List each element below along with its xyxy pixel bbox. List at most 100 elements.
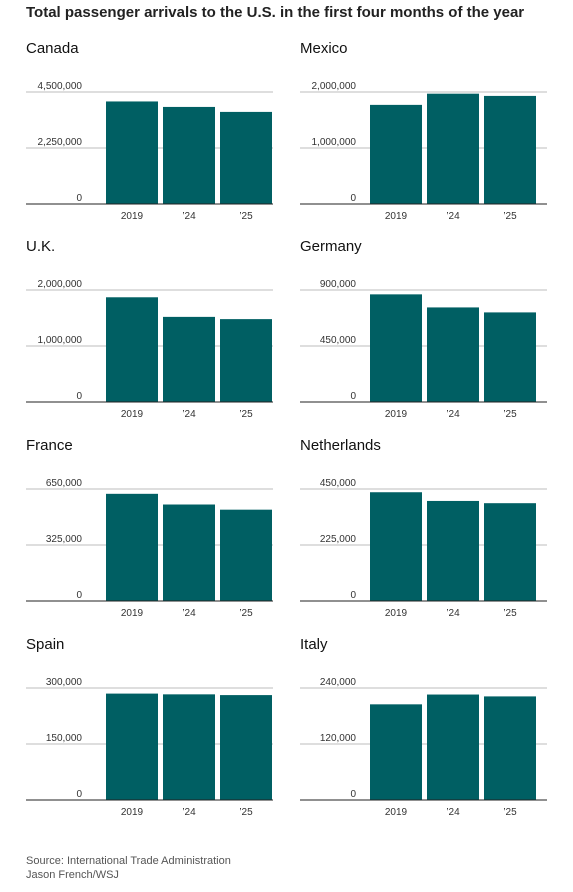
x-tick-label: 2019 [121, 608, 144, 619]
bar-chart: 0 225,000 450,000 2019 ’24 ’25 [300, 478, 547, 619]
x-tick-label: ’24 [182, 608, 196, 619]
x-tick-label: 2019 [121, 807, 144, 818]
chart-title: Germany [300, 238, 362, 255]
bar [484, 95, 536, 204]
bar-chart: 0 450,000 900,000 2019 ’24 ’25 [300, 279, 547, 420]
bar [106, 101, 158, 204]
chart-title: Mexico [300, 40, 348, 57]
y-tick-label: 650,000 [46, 478, 83, 489]
bar [427, 694, 479, 800]
bar [484, 312, 536, 402]
x-tick-label: ’25 [239, 409, 253, 420]
x-tick-label: 2019 [121, 211, 144, 222]
bar [106, 693, 158, 800]
y-tick-label: 0 [76, 193, 82, 204]
y-tick-label: 2,000,000 [38, 279, 83, 290]
y-tick-label: 450,000 [320, 335, 357, 346]
bar [370, 104, 422, 204]
x-tick-label: ’25 [503, 211, 517, 222]
y-tick-label: 0 [76, 391, 82, 402]
bar [163, 106, 215, 204]
chart-panel: U.K. 0 1,000,000 2,000,000 2019 ’24 ’25 [26, 238, 276, 428]
y-tick-label: 900,000 [320, 279, 357, 290]
x-tick-label: 2019 [121, 409, 144, 420]
bar [220, 695, 272, 800]
bar [220, 111, 272, 204]
y-tick-label: 0 [350, 789, 356, 800]
y-tick-label: 325,000 [46, 534, 83, 545]
x-tick-label: ’25 [503, 807, 517, 818]
bar [220, 319, 272, 402]
bar-chart: 0 325,000 650,000 2019 ’24 ’25 [26, 478, 273, 619]
x-tick-label: 2019 [385, 807, 408, 818]
y-tick-label: 0 [350, 391, 356, 402]
bar-chart: 0 120,000 240,000 2019 ’24 ’25 [300, 677, 547, 818]
y-tick-label: 1,000,000 [38, 335, 83, 346]
bar [370, 704, 422, 800]
bar [220, 509, 272, 601]
x-tick-label: ’25 [239, 211, 253, 222]
y-tick-label: 2,250,000 [38, 137, 83, 148]
bar-chart: 0 1,000,000 2,000,000 2019 ’24 ’25 [26, 279, 273, 420]
x-tick-label: ’24 [446, 211, 460, 222]
y-tick-label: 0 [76, 590, 82, 601]
chart-title: Spain [26, 636, 65, 653]
bar [163, 316, 215, 402]
bar [163, 504, 215, 601]
bar [427, 500, 479, 601]
y-tick-label: 120,000 [320, 733, 357, 744]
x-tick-label: ’25 [503, 608, 517, 619]
x-tick-label: ’25 [503, 409, 517, 420]
bar [370, 492, 422, 601]
bar [484, 696, 536, 800]
y-tick-label: 4,500,000 [38, 81, 83, 92]
y-tick-label: 0 [350, 590, 356, 601]
chart-title: Netherlands [300, 437, 381, 454]
y-tick-label: 225,000 [320, 534, 357, 545]
y-tick-label: 0 [350, 193, 356, 204]
x-tick-label: ’24 [446, 409, 460, 420]
y-tick-label: 0 [76, 789, 82, 800]
x-tick-label: 2019 [385, 608, 408, 619]
y-tick-label: 240,000 [320, 677, 357, 688]
y-tick-label: 150,000 [46, 733, 83, 744]
x-tick-label: ’25 [239, 608, 253, 619]
chart-panel: Mexico 0 1,000,000 2,000,000 2019 ’24 ’25 [300, 40, 550, 230]
footer: Source: International Trade Administrati… [26, 854, 231, 882]
chart-title: Italy [300, 636, 328, 653]
chart-title: Canada [26, 40, 79, 57]
bar [163, 694, 215, 800]
x-tick-label: ’24 [182, 409, 196, 420]
x-tick-label: ’24 [446, 608, 460, 619]
source-note: Source: International Trade Administrati… [26, 855, 231, 867]
bar-chart: 0 2,250,000 4,500,000 2019 ’24 ’25 [26, 81, 273, 222]
chart-title: France [26, 437, 73, 454]
y-tick-label: 2,000,000 [312, 81, 357, 92]
x-tick-label: ’24 [182, 807, 196, 818]
chart-title: U.K. [26, 238, 56, 255]
y-tick-label: 300,000 [46, 677, 83, 688]
x-tick-label: ’25 [239, 807, 253, 818]
chart-panel: France 0 325,000 650,000 2019 ’24 ’25 [26, 437, 276, 627]
x-tick-label: 2019 [385, 211, 408, 222]
bar [484, 503, 536, 601]
chart-panel: Netherlands 0 225,000 450,000 2019 ’24 ’25 [300, 437, 550, 627]
bar [370, 294, 422, 402]
chart-panel: Germany 0 450,000 900,000 2019 ’24 ’25 [300, 238, 550, 428]
bar [106, 297, 158, 402]
y-tick-label: 450,000 [320, 478, 357, 489]
y-tick-label: 1,000,000 [312, 137, 357, 148]
x-tick-label: ’24 [182, 211, 196, 222]
x-tick-label: 2019 [385, 409, 408, 420]
x-tick-label: ’24 [446, 807, 460, 818]
bar [106, 493, 158, 601]
credit-note: Jason French/WSJ [26, 869, 119, 881]
chart-panel: Canada 0 2,250,000 4,500,000 2019 ’24 ’25 [26, 40, 276, 230]
page-title: Total passenger arrivals to the U.S. in … [26, 4, 525, 21]
bar [427, 93, 479, 204]
chart-panel: Italy 0 120,000 240,000 2019 ’24 ’25 [300, 636, 550, 826]
bar-chart: 0 1,000,000 2,000,000 2019 ’24 ’25 [300, 81, 547, 222]
bar [427, 307, 479, 402]
bar-chart: 0 150,000 300,000 2019 ’24 ’25 [26, 677, 273, 818]
chart-panel: Spain 0 150,000 300,000 2019 ’24 ’25 [26, 636, 276, 826]
